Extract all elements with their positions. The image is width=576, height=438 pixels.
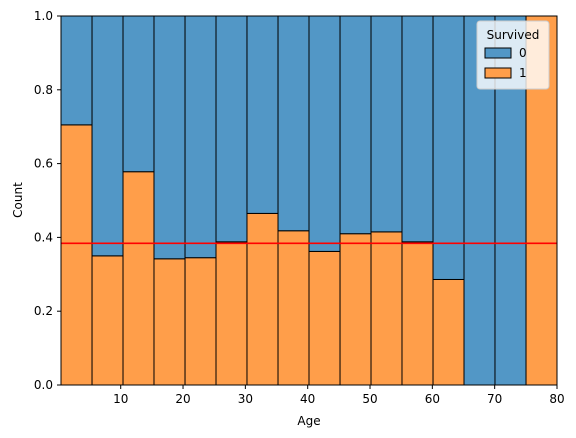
y-axis-label: Count bbox=[11, 182, 25, 218]
x-tick-label: 60 bbox=[425, 392, 440, 406]
bar-survived-0-bin-10 bbox=[370, 15, 403, 233]
bar-survived-1-bin-7 bbox=[277, 230, 310, 386]
y-tick-label: 0.2 bbox=[34, 304, 53, 318]
ticks-layer: 10 20 30 40 50 60 70 800.00.20.40.60.81.0 bbox=[34, 9, 565, 406]
bar-survived-1-bin-1 bbox=[91, 255, 124, 386]
bar-survived-0-bin-5 bbox=[215, 15, 248, 243]
legend-swatch-1 bbox=[484, 67, 512, 79]
legend-label-1: 1 bbox=[519, 66, 527, 80]
bar-survived-1-bin-0 bbox=[60, 124, 93, 386]
y-tick-label: 0.8 bbox=[34, 83, 53, 97]
bar-survived-0-bin-12 bbox=[432, 15, 465, 280]
plot-frame bbox=[60, 15, 558, 386]
bar-survived-1-bin-11 bbox=[401, 241, 434, 386]
bar-survived-0-bin-9 bbox=[339, 15, 372, 235]
x-axis-label: Age bbox=[297, 414, 320, 428]
bar-survived-1-bin-10 bbox=[370, 231, 403, 386]
x-tick-label: 40 bbox=[300, 392, 315, 406]
bar-survived-0-bin-6 bbox=[246, 15, 279, 214]
bar-survived-0-bin-7 bbox=[277, 15, 310, 232]
x-tick-label: 50 bbox=[362, 392, 377, 406]
y-tick-label: 0.0 bbox=[34, 378, 53, 392]
y-tick-label: 1.0 bbox=[34, 9, 53, 23]
bar-survived-1-bin-5 bbox=[215, 241, 248, 386]
bar-survived-0-bin-3 bbox=[153, 15, 186, 260]
bar-survived-1-bin-2 bbox=[122, 171, 155, 386]
legend: Survived 0 1 bbox=[476, 20, 550, 90]
axes-layer bbox=[60, 15, 558, 386]
bar-survived-0-bin-0 bbox=[60, 15, 93, 126]
y-tick-label: 0.6 bbox=[34, 157, 53, 171]
x-tick-label: 70 bbox=[487, 392, 502, 406]
y-tick-label: 0.4 bbox=[34, 230, 53, 244]
legend-swatch-0 bbox=[484, 47, 512, 59]
bar-survived-0-bin-4 bbox=[184, 15, 217, 259]
x-tick-label: 10 bbox=[113, 392, 128, 406]
bar-survived-1-bin-4 bbox=[184, 257, 217, 386]
bar-survived-1-bin-9 bbox=[339, 233, 372, 386]
bar-survived-1-bin-6 bbox=[246, 212, 279, 386]
legend-label-0: 0 bbox=[519, 46, 527, 60]
bar-survived-0-bin-1 bbox=[91, 15, 124, 257]
x-tick-label: 20 bbox=[175, 392, 190, 406]
bar-survived-1-bin-12 bbox=[432, 278, 465, 386]
x-tick-label: 30 bbox=[238, 392, 253, 406]
bar-survived-1-bin-8 bbox=[308, 250, 341, 386]
bar-survived-1-bin-3 bbox=[153, 258, 186, 386]
x-tick-label: 80 bbox=[549, 392, 564, 406]
bar-survived-0-bin-11 bbox=[401, 15, 434, 243]
bar-survived-0-bin-8 bbox=[308, 15, 341, 252]
legend-title: Survived bbox=[487, 28, 540, 42]
bar-survived-0-bin-2 bbox=[122, 15, 155, 173]
